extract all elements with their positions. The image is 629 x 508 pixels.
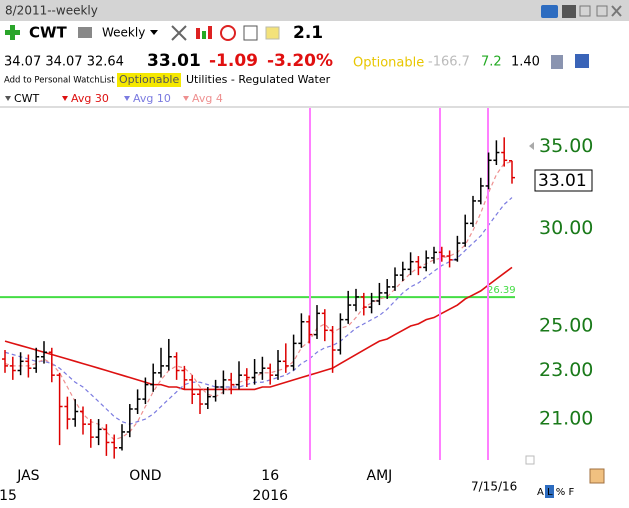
- legend-arrow[interactable]: [5, 96, 11, 101]
- window-title: 8/2011--weekly: [5, 4, 98, 18]
- add-icon[interactable]: [5, 25, 20, 40]
- title-bar: [0, 0, 629, 21]
- y-tick-label: 21.00: [539, 408, 593, 430]
- optionable-text: Optionable: [119, 73, 179, 86]
- period[interactable]: Weekly: [102, 26, 145, 40]
- restore-button[interactable]: [579, 5, 591, 17]
- legend-label: Avg 30: [71, 92, 109, 105]
- moving-average-line: [4, 161, 513, 441]
- corner-box: [525, 455, 535, 465]
- save-icon[interactable]: [575, 54, 589, 68]
- note-icon[interactable]: [265, 26, 280, 40]
- legend-arrow: [62, 96, 68, 101]
- scroll-arrow[interactable]: [529, 142, 534, 150]
- legend-arrow: [124, 96, 130, 101]
- legend-label: Avg 10: [133, 92, 171, 105]
- rank: 2.1: [293, 23, 323, 43]
- last-price-axis: 33.01: [538, 171, 587, 191]
- stat: 1.40: [511, 55, 540, 70]
- ohl: 34.07 34.07 32.64: [4, 55, 124, 70]
- symbol[interactable]: CWT: [29, 24, 68, 42]
- legend-arrow: [183, 96, 189, 101]
- x-tick-label: OND: [129, 468, 161, 484]
- print-icon[interactable]: [78, 27, 92, 38]
- chart-icon-bar: [208, 26, 212, 39]
- last-date: 7/15/16: [471, 480, 517, 494]
- marks: [2, 137, 515, 459]
- x-tick-label: 16: [261, 468, 279, 484]
- moving-average-line: [4, 266, 513, 391]
- x-tick-label: 15: [0, 488, 17, 504]
- legend-symbol: CWT: [14, 92, 40, 105]
- x-tick-label: AMJ: [367, 468, 393, 484]
- change: -1.09: [209, 51, 258, 71]
- legend: CWT Avg 30 Avg 10 Avg 4: [5, 92, 223, 105]
- optionable-badge: [117, 73, 181, 87]
- last-price: 33.01: [147, 51, 201, 71]
- y-tick-label: 25.00: [539, 315, 593, 337]
- stat: 7.2: [481, 55, 502, 70]
- chart-icon[interactable]: [196, 28, 200, 39]
- change-pct: -3.20%: [267, 51, 333, 71]
- tools-icon[interactable]: [171, 25, 187, 41]
- x-tick-label: JAS: [16, 468, 39, 484]
- s-button[interactable]: [541, 5, 558, 18]
- dropdown-arrow[interactable]: [150, 30, 158, 35]
- level-label: 26.39: [487, 285, 516, 296]
- stat: -166.7: [428, 55, 470, 70]
- alarm-icon[interactable]: [220, 25, 236, 41]
- db-icon[interactable]: [551, 55, 563, 69]
- optionable-label: Optionable: [353, 56, 424, 71]
- watchlist-link[interactable]: Add to Personal WatchList: [4, 76, 115, 86]
- grid-icon[interactable]: [243, 25, 258, 41]
- close-button[interactable]: [611, 5, 622, 17]
- maximize-button[interactable]: [596, 5, 608, 17]
- scale-mode-active[interactable]: [545, 485, 554, 498]
- legend-label: Avg 4: [192, 92, 223, 105]
- x-tick-label: 2016: [252, 488, 288, 504]
- scale-modes[interactable]: A L % F: [537, 487, 574, 498]
- y-tick-label: 23.00: [539, 359, 593, 381]
- t-button[interactable]: [562, 5, 576, 18]
- y-tick-label: 30.00: [539, 217, 593, 239]
- y-tick-label: 35.00: [539, 135, 593, 157]
- pencil-icon[interactable]: [589, 468, 605, 484]
- industry: Utilities - Regulated Water: [186, 73, 331, 86]
- chart-icon-bar: [202, 31, 206, 39]
- plot: 26.39: [0, 161, 516, 441]
- last-price-box: [534, 169, 593, 192]
